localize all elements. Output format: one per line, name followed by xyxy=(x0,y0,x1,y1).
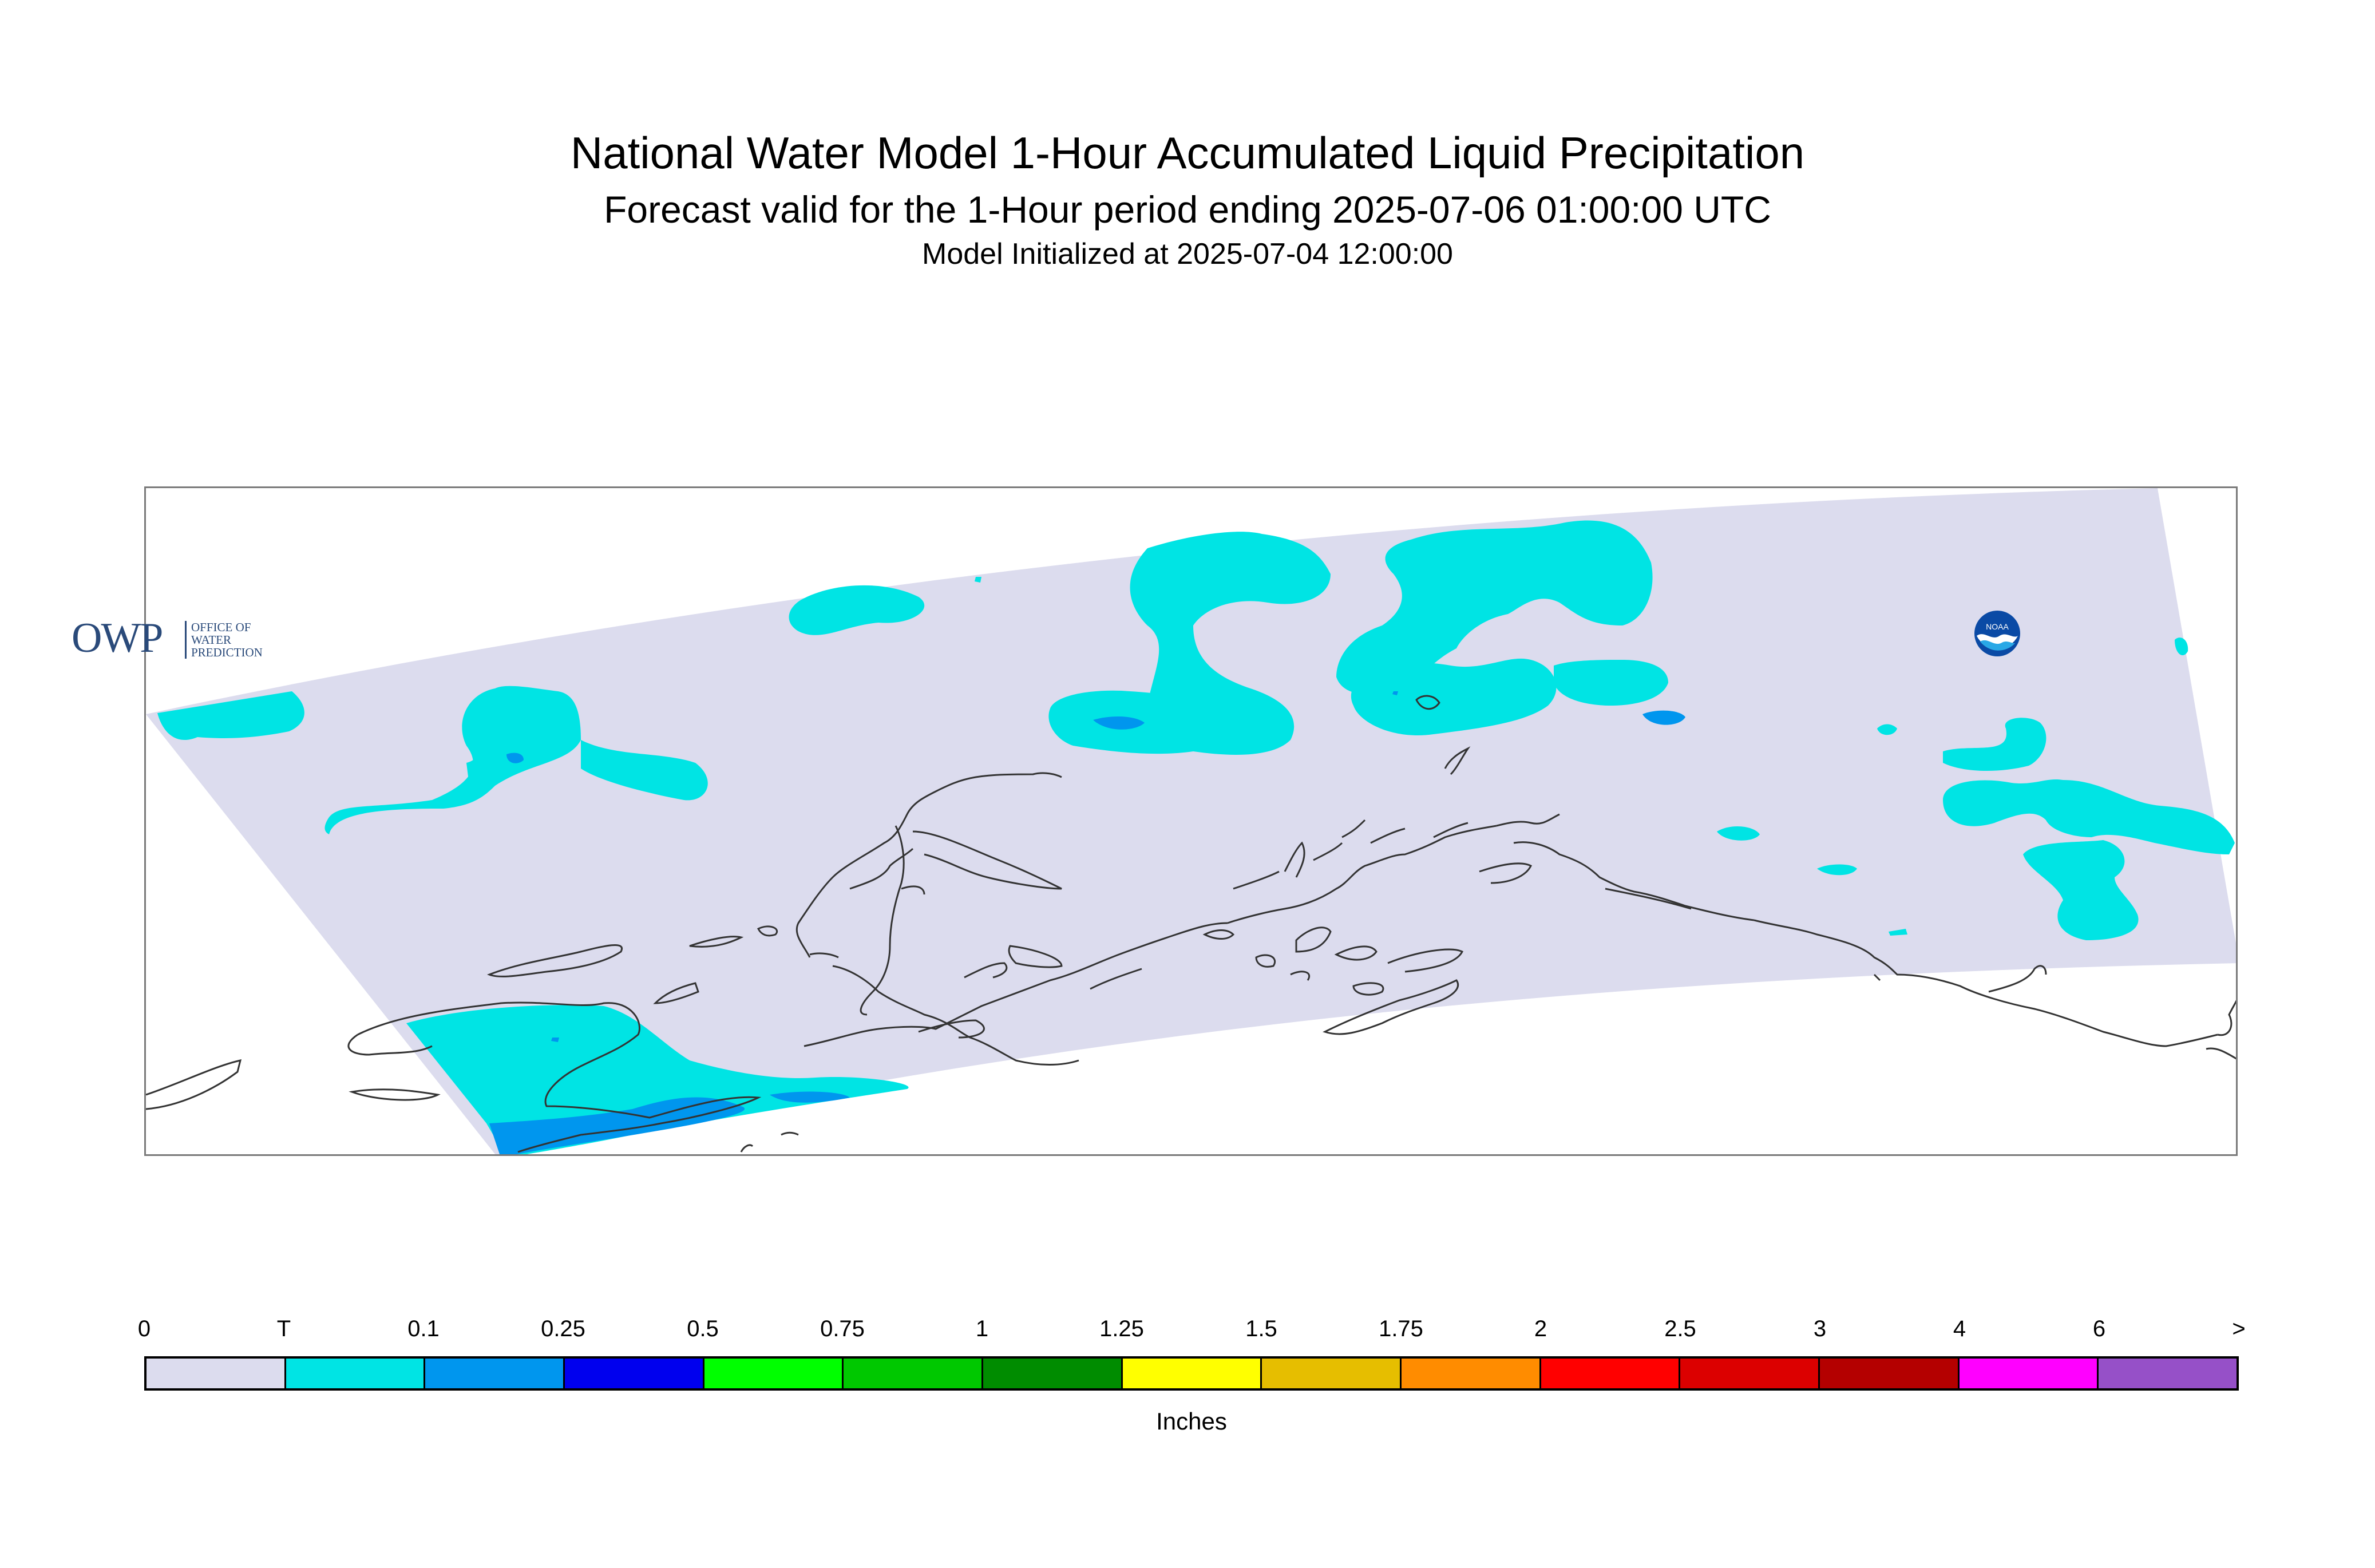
legend-tick-label: 0.75 xyxy=(820,1316,865,1341)
model-init-time: Model Initialized at 2025-07-04 12:00:00 xyxy=(922,237,1453,271)
legend-tick-label: 0.1 xyxy=(407,1316,440,1341)
legend-swatch xyxy=(2099,1359,2237,1388)
legend-swatch xyxy=(844,1359,984,1388)
legend-tick-label: 1.75 xyxy=(1379,1316,1423,1341)
legend-swatch xyxy=(704,1359,844,1388)
legend-tick-label: 2 xyxy=(1534,1316,1547,1341)
legend-swatch xyxy=(1122,1359,1262,1388)
legend-tick-label: > xyxy=(2232,1316,2246,1341)
legend-tick-label: 1.25 xyxy=(1099,1316,1144,1341)
legend-tick-label: 2.5 xyxy=(1664,1316,1696,1341)
precip-light-areas xyxy=(489,691,1685,1154)
coastlines xyxy=(146,695,2236,1153)
legend-swatch xyxy=(147,1359,286,1388)
map-panel xyxy=(144,486,2238,1156)
legend-tick-label: 0.5 xyxy=(687,1316,719,1341)
legend-swatch xyxy=(425,1359,565,1388)
legend-swatch xyxy=(1262,1359,1402,1388)
legend-swatch xyxy=(1402,1359,1541,1388)
legend-swatch xyxy=(1820,1359,1960,1388)
noaa-logo-text: NOAA xyxy=(1986,622,2009,631)
legend-tick-label: 1 xyxy=(975,1316,989,1341)
precip-trace-areas xyxy=(157,520,2235,1154)
map-subtitle: Forecast valid for the 1-Hour period end… xyxy=(604,188,1771,231)
legend-swatch xyxy=(1680,1359,1820,1388)
legend-color-bar xyxy=(144,1356,2239,1391)
alaska-precip-map xyxy=(146,488,2236,1154)
model-domain xyxy=(146,488,2236,1154)
legend-swatch xyxy=(983,1359,1123,1388)
legend-tick-label: 3 xyxy=(1813,1316,1827,1341)
legend-tick-label: 6 xyxy=(2092,1316,2106,1341)
noaa-logo-icon: NOAA xyxy=(1974,611,2020,656)
map-title: National Water Model 1-Hour Accumulated … xyxy=(570,128,1805,178)
legend-swatch xyxy=(1959,1359,2099,1388)
legend-tick-label: T xyxy=(276,1316,291,1341)
owp-logo: OWP OFFICE OF WATER PREDICTION xyxy=(72,615,312,661)
legend-swatch xyxy=(1541,1359,1681,1388)
owp-logo-subtext: OFFICE OF WATER PREDICTION xyxy=(185,621,263,659)
legend-tick-label: 0.25 xyxy=(541,1316,585,1341)
legend-swatch xyxy=(565,1359,704,1388)
legend-units: Inches xyxy=(1156,1408,1227,1435)
color-legend: 0 T 0.1 0.25 0.5 0.75 1 1.25 1.5 1.75 2 2.5 3 4 6 > Inc… xyxy=(138,1316,2246,1436)
legend-swatch xyxy=(286,1359,426,1388)
legend-tick-label: 1.5 xyxy=(1245,1316,1277,1341)
owp-logo-letters: OWP xyxy=(72,615,163,662)
legend-tick-label: 0 xyxy=(137,1316,151,1341)
legend-tick-label: 4 xyxy=(1953,1316,1966,1341)
